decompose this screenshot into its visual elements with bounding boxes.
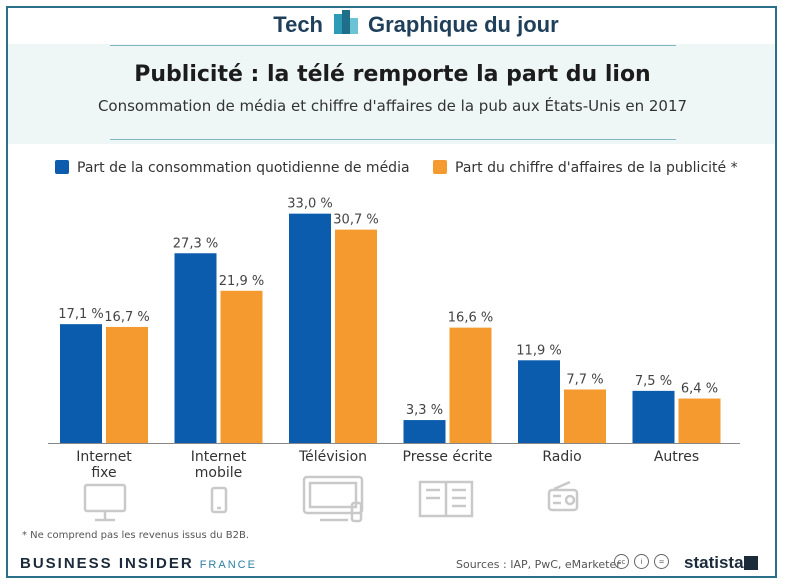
newspaper-icon (418, 480, 474, 518)
bar-advertising (449, 327, 492, 443)
brand-left: Tech (273, 12, 323, 37)
statista-mark-icon (744, 556, 758, 570)
statista-bars-logo-icon (334, 10, 358, 34)
bar-advertising (220, 290, 263, 443)
header-band (8, 44, 775, 144)
data-label: 17,1 % (58, 307, 103, 322)
no-derivatives-icon: = (654, 554, 669, 569)
data-label: 7,5 % (635, 374, 672, 389)
bar-advertising (335, 229, 377, 443)
bar-consumption (60, 324, 102, 443)
data-label: 7,7 % (566, 372, 603, 387)
bar-consumption (174, 253, 217, 443)
legend-item-consumption: Part de la consommation quotidienne de m… (55, 160, 410, 176)
data-label: 16,6 % (448, 311, 493, 326)
data-label: 21,9 % (219, 274, 264, 289)
header-rule-top (110, 45, 676, 46)
header-rule-bottom (110, 139, 676, 140)
statista-logo: statista (684, 553, 744, 572)
cc-license-icon: cc (614, 554, 629, 569)
bar-advertising (678, 398, 721, 443)
chart-title: Publicité : la télé remporte la part du … (134, 62, 651, 87)
bar-consumption (403, 420, 446, 443)
bar-consumption (289, 213, 331, 443)
sources-text: Sources : IAP, PwC, eMarketer (456, 558, 621, 571)
bar-consumption (632, 390, 675, 443)
footnote: * Ne comprend pas les revenus issus du B… (22, 530, 250, 541)
publisher-name: BUSINESS INSIDER (20, 555, 194, 572)
category-label: Internet (76, 449, 132, 465)
category-label: Radio (542, 449, 581, 465)
brand-right: Graphique du jour (368, 12, 559, 37)
publisher-edition: FRANCE (199, 559, 257, 571)
category-label: Télévision (298, 449, 367, 465)
chart-subtitle: Consommation de média et chiffre d'affai… (97, 97, 688, 115)
data-label: 11,9 % (516, 343, 561, 358)
smartphone-icon (210, 486, 228, 514)
data-label: 27,3 % (173, 236, 218, 251)
data-label: 33,0 % (287, 197, 332, 212)
radio-icon (547, 480, 579, 512)
data-label: 3,3 % (406, 403, 443, 418)
bar-advertising (564, 389, 606, 443)
desktop-icon (83, 483, 127, 522)
category-label: mobile (195, 465, 242, 481)
category-label: Autres (654, 449, 699, 465)
category-label: fixe (91, 465, 116, 481)
data-label: 16,7 % (104, 310, 149, 325)
legend-label-advertising: Part du chiffre d'affaires de la publici… (455, 160, 738, 176)
data-label: 6,4 % (681, 382, 718, 397)
legend-swatch-blue (55, 160, 69, 174)
television-icon (302, 475, 364, 523)
legend-item-advertising: Part du chiffre d'affaires de la publici… (433, 160, 738, 176)
category-label: Internet (191, 449, 247, 465)
data-label: 30,7 % (333, 213, 378, 228)
category-label: Presse écrite (403, 449, 493, 465)
legend-label-consumption: Part de la consommation quotidienne de m… (77, 160, 410, 176)
bar-advertising (106, 326, 148, 443)
attribution-icon: i (634, 554, 649, 569)
bar-consumption (518, 360, 560, 443)
publisher-logo: BUSINESS INSIDER FRANCE (20, 555, 257, 572)
legend-swatch-orange (433, 160, 447, 174)
